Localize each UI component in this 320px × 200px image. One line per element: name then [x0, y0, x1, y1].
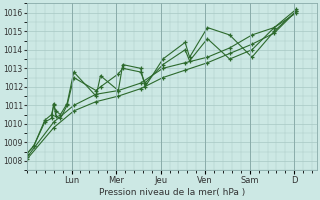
X-axis label: Pression niveau de la mer( hPa ): Pression niveau de la mer( hPa ) — [99, 188, 245, 197]
